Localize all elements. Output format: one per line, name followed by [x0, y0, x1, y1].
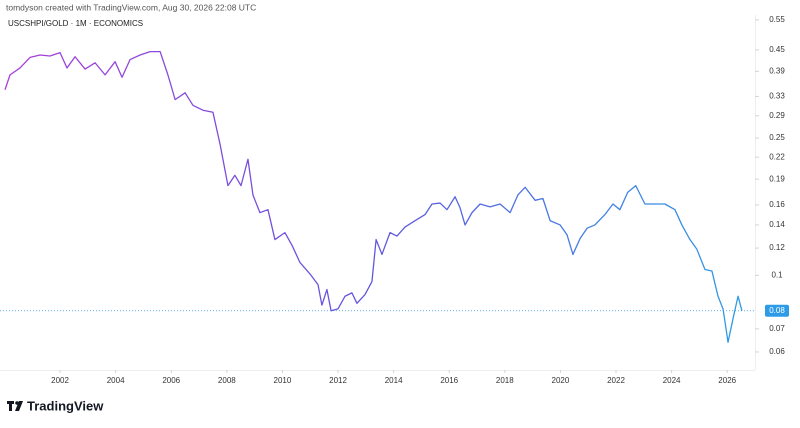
y-tick-label: 0.45 — [769, 45, 785, 54]
y-tick-label: 0.33 — [769, 92, 785, 101]
x-tick-label: 2014 — [385, 376, 403, 385]
x-tick-label: 2006 — [162, 376, 180, 385]
x-tick-label: 2008 — [218, 376, 236, 385]
credit: tomdyson created with TradingView.com, A… — [6, 2, 256, 12]
y-tick-label: 0.29 — [769, 111, 785, 120]
x-tick-label: 2022 — [607, 376, 625, 385]
y-tick-label: 0.14 — [769, 220, 785, 229]
x-tick-label: 2024 — [663, 376, 681, 385]
logo — [7, 401, 23, 411]
y-tick-label: 0.06 — [769, 347, 785, 356]
x-tick-label: 2012 — [329, 376, 347, 385]
y-tick-label: 0.55 — [769, 15, 785, 24]
last-value-label: 0.08 — [769, 306, 785, 315]
x-tick-label: 2020 — [552, 376, 570, 385]
y-tick-label: 0.22 — [769, 152, 785, 161]
y-tick-label: 0.25 — [769, 133, 785, 142]
y-tick-label: 0.39 — [769, 66, 785, 75]
chart-title: USCSHPI/GOLD · 1M · ECONOMICS — [8, 19, 143, 28]
y-tick-label: 0.12 — [769, 243, 785, 252]
x-tick-label: 2004 — [107, 376, 125, 385]
x-tick-label: 2026 — [718, 376, 736, 385]
x-tick-label: 2002 — [51, 376, 69, 385]
x-tick-label: 2018 — [496, 376, 514, 385]
y-tick-label: 0.07 — [769, 324, 785, 333]
last-value-badge — [765, 304, 789, 317]
y-tick-label: 0.1 — [771, 270, 783, 279]
x-tick-label: 2010 — [274, 376, 292, 385]
price-line — [4, 50, 743, 343]
logo-text: TradingView — [27, 398, 104, 413]
y-tick-label: 0.16 — [769, 200, 785, 209]
y-tick-label: 0.19 — [769, 174, 785, 183]
x-tick-label: 2016 — [440, 376, 458, 385]
